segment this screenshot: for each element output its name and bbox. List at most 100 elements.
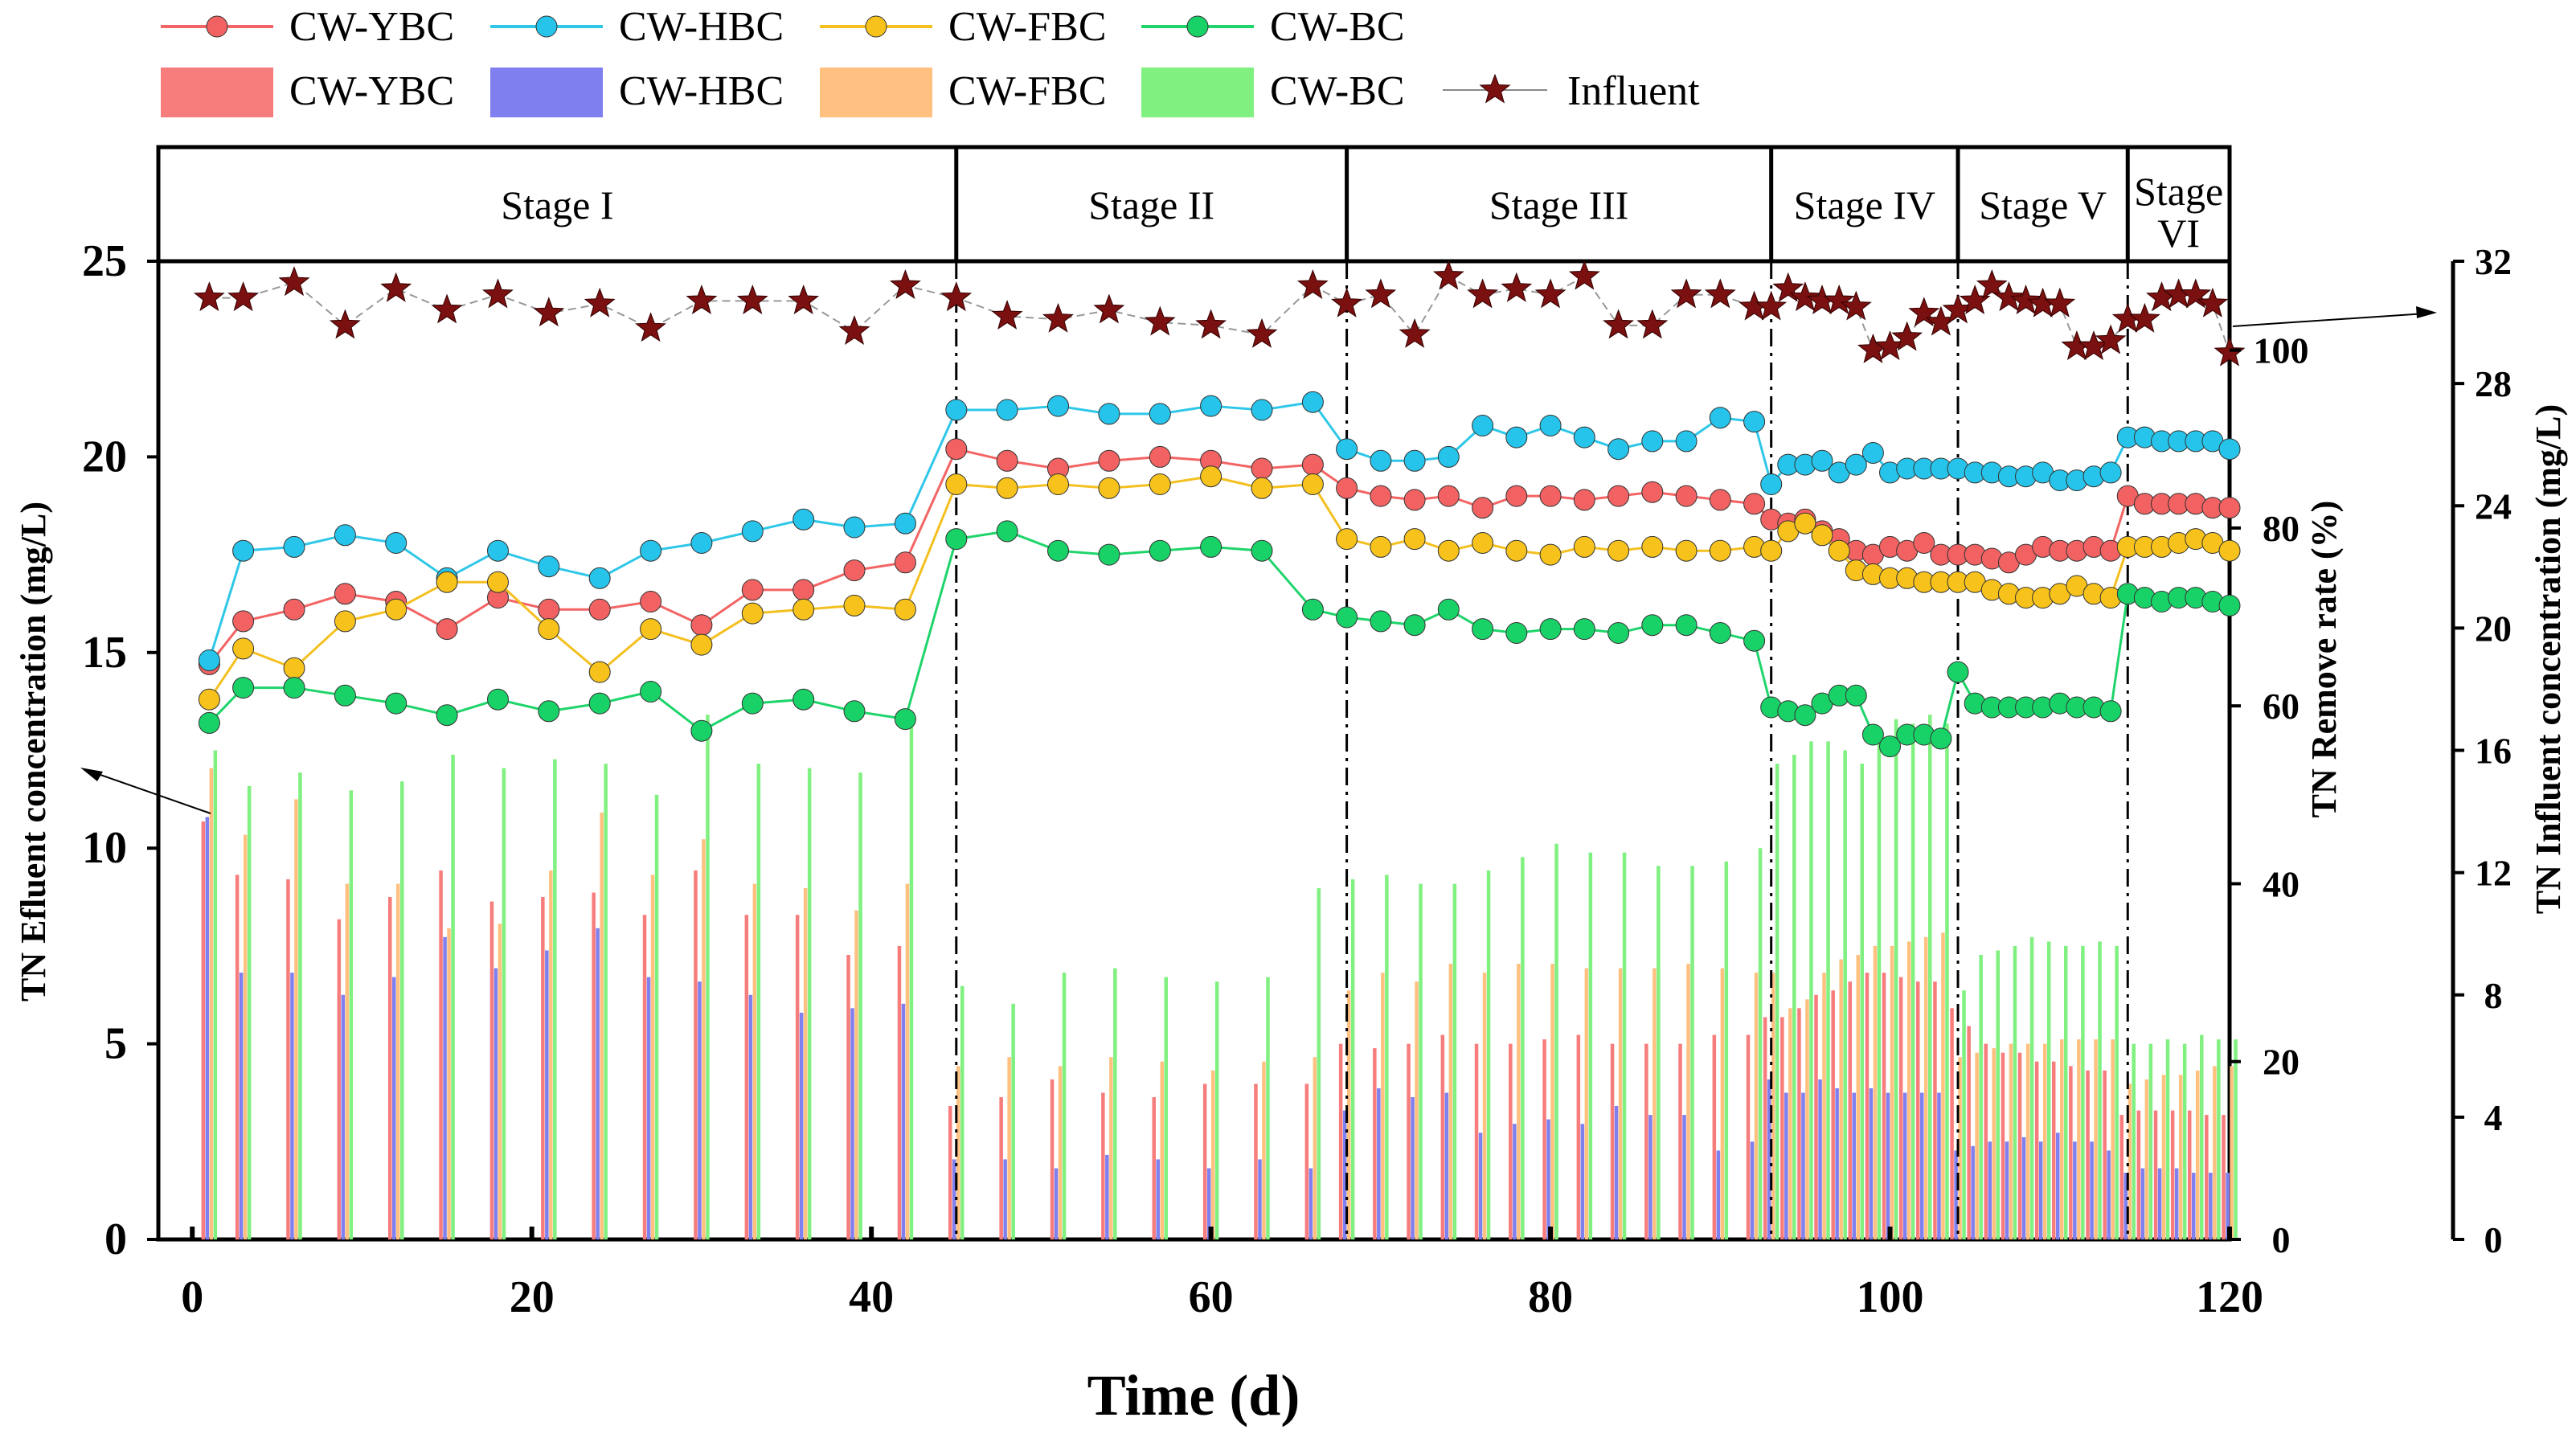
bar-bc-16 [1011,1003,1015,1239]
bar-fbc-27 [1482,973,1487,1239]
influent-star-32 [1636,309,1669,339]
bar-ybc-28 [1509,1043,1513,1239]
bar-fbc-11 [752,883,757,1239]
legend-bar-label-2: CW-FBC [948,68,1107,114]
bar-fbc-1 [243,834,248,1239]
influent-star-8 [584,287,616,317]
bar-hbc-19 [1156,1159,1160,1239]
bar-fbc-31 [1618,968,1623,1239]
point-fbc-26 [1437,539,1460,562]
legend-bar-label-1: CW-HBC [619,68,784,114]
point-bc-23 [1336,606,1358,629]
influent-star-22 [1296,268,1329,299]
bar-ybc-25 [1407,1043,1411,1239]
bar-hbc-10 [698,981,702,1239]
bar-hbc-63 [2226,1173,2230,1239]
influent-star-6 [482,278,514,309]
influent-star-40 [1823,284,1855,314]
point-ybc-35 [1743,493,1766,515]
point-hbc-32 [1641,430,1664,453]
point-hbc-33 [1675,430,1698,453]
bar-ybc-15 [948,1106,952,1239]
point-ybc-27 [1472,497,1494,519]
bar-fbc-15 [956,1066,960,1239]
bar-hbc-21 [1258,1159,1262,1239]
bar-hbc-1 [239,973,244,1239]
bar-bc-45 [1928,715,1932,1239]
bar-fbc-5 [447,928,451,1239]
bar-hbc-23 [1342,1110,1347,1239]
point-hbc-35 [1743,411,1766,433]
bar-ybc-55 [2086,1070,2090,1239]
point-hbc-34 [1709,407,1731,429]
point-fbc-36 [1760,539,1783,562]
point-ybc-7 [538,598,560,621]
bar-fbc-58 [2144,1079,2149,1239]
point-hbc-63 [2218,438,2241,461]
point-hbc-7 [538,555,560,578]
bar-fbc-41 [1856,955,1860,1239]
stage-label-0: Stage I [501,182,613,227]
bar-hbc-31 [1614,1106,1619,1239]
bar-hbc-18 [1105,1154,1109,1239]
point-hbc-16 [996,399,1018,421]
point-ybc-31 [1607,485,1630,507]
bar-ybc-61 [2188,1110,2192,1239]
bar-bc-6 [502,768,506,1239]
bar-fbc-4 [396,883,400,1239]
point-ybc-12 [792,579,815,601]
point-fbc-12 [792,598,815,621]
bar-bc-3 [349,790,354,1239]
point-hbc-26 [1437,445,1460,468]
bar-bc-8 [604,764,608,1239]
legend-line-label-2: CW-FBC [948,4,1107,50]
bar-hbc-6 [493,968,498,1239]
point-bc-3 [334,684,356,707]
point-fbc-15 [945,473,968,495]
bar-bc-19 [1164,977,1168,1239]
bar-hbc-4 [392,977,396,1239]
point-hbc-8 [588,567,611,589]
right-axis-arrow [2232,313,2427,327]
influent-star-2 [278,266,310,297]
legend-line-label-0: CW-YBC [289,4,454,50]
x-tick-label-6: 120 [2196,1272,2263,1322]
point-hbc-18 [1098,403,1120,425]
bar-hbc-11 [748,994,753,1240]
point-bc-5 [436,704,458,727]
y-right-outer-tick-label-8: 32 [2475,241,2512,282]
bar-hbc-9 [646,977,651,1239]
bar-bc-37 [1792,755,1796,1239]
point-fbc-7 [538,618,560,641]
legend-line-label-1: CW-HBC [619,4,784,50]
point-hbc-2 [283,535,305,558]
point-fbc-31 [1607,539,1630,562]
point-ybc-23 [1336,477,1358,499]
bar-fbc-29 [1550,964,1554,1239]
bar-bc-0 [213,750,218,1239]
influent-star-1 [227,281,260,312]
influent-star-14 [889,268,921,299]
bar-ybc-56 [2103,1070,2107,1239]
point-bc-2 [283,677,305,699]
point-ybc-21 [1251,457,1273,480]
point-fbc-22 [1301,473,1324,495]
bar-fbc-7 [549,870,553,1239]
bar-bc-43 [1894,719,1898,1239]
x-tick-label-1: 20 [510,1272,555,1322]
bar-hbc-22 [1308,1168,1313,1239]
y-left-tick-label-1: 5 [104,1019,127,1069]
bar-fbc-54 [2077,1039,2081,1239]
point-hbc-9 [640,539,662,562]
influent-star-36 [1755,290,1788,321]
bar-ybc-23 [1338,1043,1343,1239]
effluent-lines-layer [198,391,2241,758]
bar-ybc-5 [439,870,443,1239]
influent-layer [193,260,2246,367]
bar-fbc-56 [2111,1039,2115,1239]
bar-fbc-51 [2025,1043,2030,1239]
bar-fbc-35 [1754,973,1759,1239]
point-ybc-32 [1641,481,1664,503]
bar-bc-31 [1622,852,1627,1239]
point-hbc-36 [1760,473,1783,495]
